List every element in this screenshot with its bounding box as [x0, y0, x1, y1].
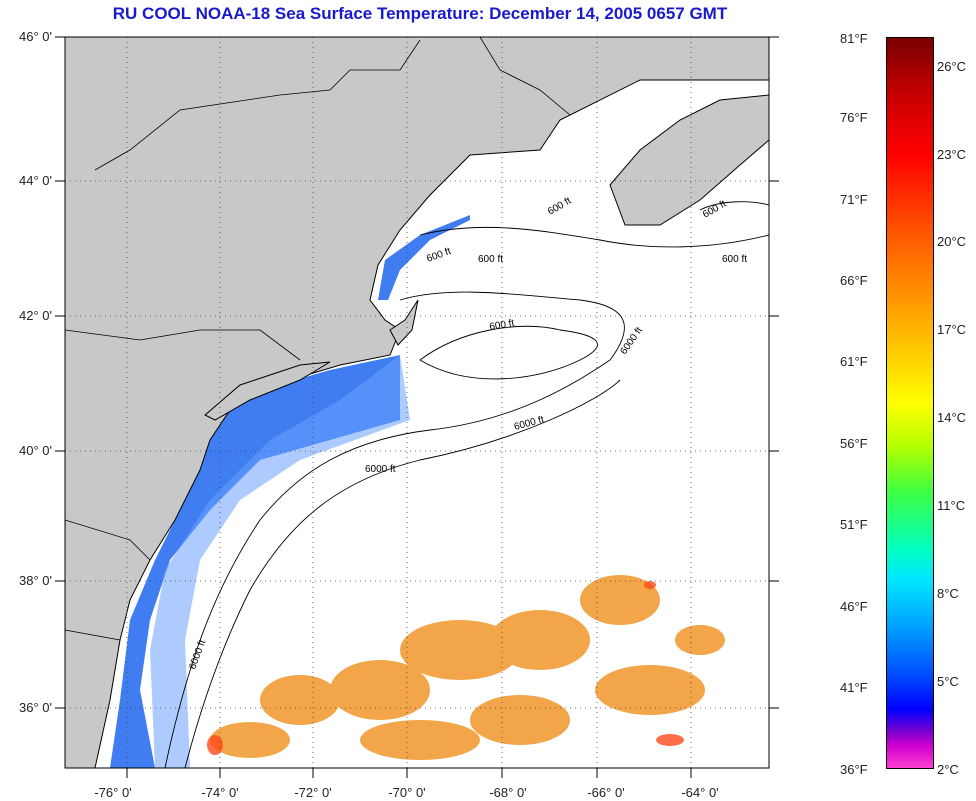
colorbar-c-8: 8°C	[937, 586, 959, 601]
colorbar-c-23: 23°C	[937, 147, 967, 162]
lon-label-72: -72° 0'	[294, 785, 331, 800]
colorbar-c-2: 2°C	[937, 762, 959, 777]
lon-label-68: -68° 0'	[489, 785, 526, 800]
cold-water-outer	[150, 355, 410, 768]
map-title: RU COOL NOAA-18 Sea Surface Temperature:…	[112, 4, 728, 23]
colorbar-f-81: 81°F	[840, 31, 868, 46]
contour-label: 600 ft	[489, 318, 516, 333]
contour-label: 6000 ft	[365, 464, 396, 475]
colorbar-f-61: 61°F	[840, 354, 868, 369]
lat-label-38: 38° 0'	[19, 573, 52, 588]
lat-label-44: 44° 0'	[19, 173, 52, 188]
warm-water-hotspots	[207, 581, 684, 755]
colorbar-c-11: 11°C	[937, 498, 966, 513]
frame-ticks	[55, 36, 779, 778]
colorbar-f-36: 36°F	[840, 762, 868, 777]
lat-label-40: 40° 0'	[19, 443, 52, 458]
lon-label-66: -66° 0'	[587, 785, 624, 800]
lon-label-64: -64° 0'	[681, 785, 718, 800]
colorbar-f-51: 51°F	[840, 517, 868, 532]
colorbar-f-66: 66°F	[840, 273, 868, 288]
colorbar-f-41: 41°F	[840, 680, 868, 695]
colorbar-f-71: 71°F	[840, 192, 868, 207]
state-borders	[65, 37, 571, 641]
temperature-colorbar	[886, 37, 934, 769]
lon-label-76: -76° 0'	[94, 785, 131, 800]
colorbar-c-17: 17°C	[937, 322, 967, 337]
nova-scotia	[609, 94, 769, 226]
warm-water-patches	[210, 575, 725, 760]
land-mass	[65, 37, 769, 768]
lat-label-42: 42° 0'	[19, 308, 52, 323]
colorbar-c-5: 5°C	[937, 674, 959, 689]
cape-cod	[389, 299, 419, 346]
colorbar-f-46: 46°F	[840, 599, 868, 614]
graticule	[65, 37, 769, 768]
lat-label-36: 36° 0'	[19, 700, 52, 715]
contour-label: 600 ft	[478, 254, 503, 265]
long-island	[204, 361, 331, 421]
colorbar-c-20: 20°C	[937, 234, 967, 249]
colorbar-f-76: 76°F	[840, 110, 868, 125]
map-frame	[64, 36, 770, 769]
lat-label-46: 46° 0'	[19, 29, 52, 44]
contour-label: 600 ft	[722, 254, 747, 265]
colorbar-c-26: 26°C	[937, 59, 967, 74]
colorbar-c-14: 14°C	[937, 410, 967, 425]
lon-label-70: -70° 0'	[388, 785, 425, 800]
colorbar-f-56: 56°F	[840, 436, 868, 451]
lon-label-74: -74° 0'	[201, 785, 238, 800]
